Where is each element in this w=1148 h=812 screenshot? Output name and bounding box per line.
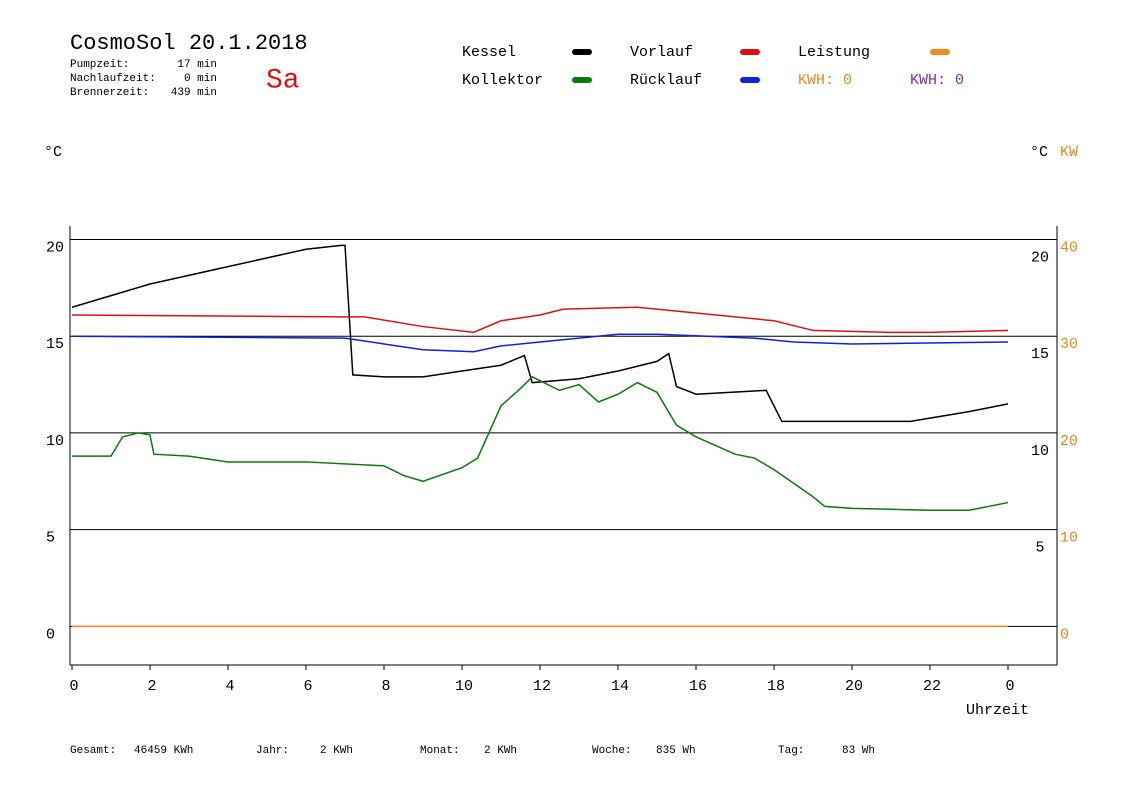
legend-label: Rücklauf: [630, 72, 702, 89]
x-tick-label: 4: [225, 678, 234, 695]
footer-label: Woche:: [592, 745, 632, 757]
kwh-label: KWH: 0: [910, 72, 964, 89]
y2-tick-label: 40: [1060, 240, 1078, 257]
footer-label: Gesamt:: [70, 745, 116, 757]
x-tick-label: 2: [147, 678, 156, 695]
y2-tick-label: 30: [1060, 336, 1078, 353]
footer-value: 2 KWh: [320, 745, 353, 757]
x-tick-label: 10: [455, 678, 473, 695]
legend-swatch: [572, 77, 592, 83]
y-right-tick-label: 5: [1035, 540, 1044, 557]
y-right-tick-label: 15: [1031, 346, 1049, 363]
line-series: [71, 244, 1009, 423]
y-tick-label: 20: [46, 240, 64, 257]
legend-label: Leistung: [798, 44, 870, 61]
y-tick-label: 5: [46, 530, 55, 547]
legend-label: Vorlauf: [630, 44, 693, 61]
y-right-tick-label: 20: [1031, 250, 1049, 267]
legend-swatch: [572, 49, 592, 55]
y2-unit: KW: [1060, 144, 1078, 161]
chart-title: CosmoSol 20.1.2018: [70, 31, 308, 56]
y-axis-label: °C: [44, 144, 62, 161]
legend-swatch: [740, 77, 760, 83]
y-right-tick-label: 10: [1031, 443, 1049, 460]
x-tick-label: 18: [767, 678, 785, 695]
y2-tick-label: 20: [1060, 433, 1078, 450]
x-tick-label: 22: [923, 678, 941, 695]
stat-label: Nachlaufzeit:: [70, 73, 156, 85]
kwh-label: KWH: 0: [798, 72, 852, 89]
x-tick-label: 14: [611, 678, 629, 695]
footer-label: Tag:: [778, 745, 804, 757]
y-tick-label: 0: [46, 626, 55, 643]
stat-value: 439 min: [171, 87, 217, 99]
x-tick-label: 0: [1005, 678, 1014, 695]
line-series: [72, 375, 1009, 512]
y-tick-label: 10: [46, 433, 64, 450]
x-tick-label: 6: [303, 678, 312, 695]
footer-label: Monat:: [420, 745, 460, 757]
stat-value: 17 min: [177, 59, 217, 71]
line-series: [71, 333, 1009, 353]
x-tick-label: 20: [845, 678, 863, 695]
legend-swatch: [930, 49, 950, 55]
x-tick-label: 8: [381, 678, 390, 695]
x-tick-label: 12: [533, 678, 551, 695]
x-tick-label: 16: [689, 678, 707, 695]
footer-label: Jahr:: [256, 745, 289, 757]
legend-label: Kessel: [462, 44, 516, 61]
stat-label: Brennerzeit:: [70, 87, 149, 99]
day: Sa: [266, 65, 300, 96]
y2-axis-label: °C: [1030, 144, 1048, 161]
y2-tick-label: 10: [1060, 530, 1078, 547]
stat-label: Pumpzeit:: [70, 59, 129, 71]
y2-tick-label: 0: [1060, 626, 1069, 643]
y-tick-label: 15: [46, 336, 64, 353]
footer-value: 2 KWh: [484, 745, 517, 757]
line-series: [71, 306, 1009, 334]
stat-value: 0 min: [184, 73, 217, 85]
footer-value: 46459 KWh: [134, 745, 193, 757]
footer-value: 83 Wh: [842, 745, 875, 757]
x-tick-label: 0: [69, 678, 78, 695]
footer-value: 835 Wh: [656, 745, 696, 757]
legend-swatch: [740, 49, 760, 55]
x-axis-label: Uhrzeit: [966, 702, 1029, 719]
legend-label: Kollektor: [462, 72, 543, 89]
